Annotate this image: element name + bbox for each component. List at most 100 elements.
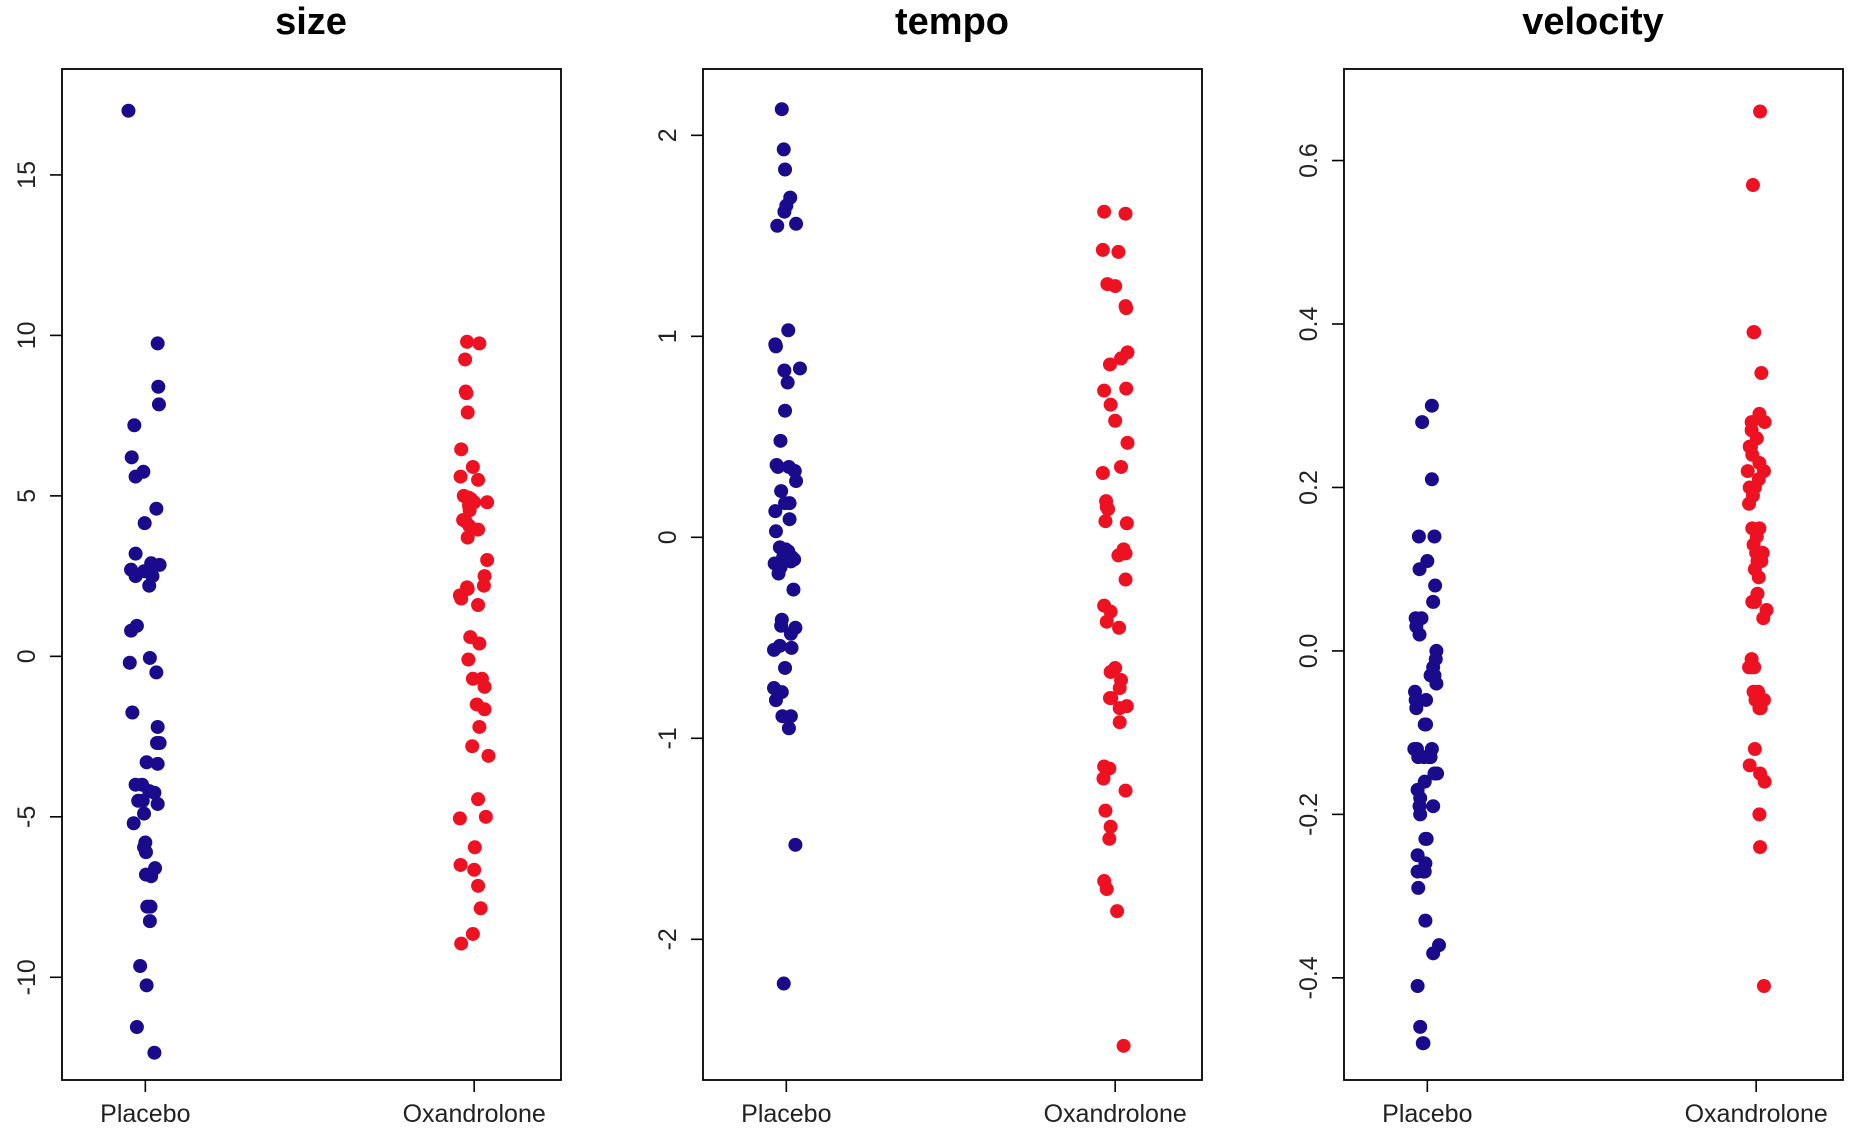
data-point-placebo — [777, 363, 792, 378]
data-point-oxandrolone — [1114, 459, 1129, 474]
data-point-placebo — [1410, 979, 1425, 994]
data-point-placebo — [150, 796, 165, 811]
data-point-oxandrolone — [471, 878, 486, 893]
data-point-oxandrolone — [473, 901, 488, 916]
data-point-placebo — [147, 785, 162, 800]
data-point-oxandrolone — [1754, 366, 1769, 381]
data-points — [767, 102, 1135, 1053]
data-point-oxandrolone — [467, 840, 482, 855]
data-point-placebo — [1426, 799, 1441, 814]
data-point-oxandrolone — [1120, 435, 1135, 450]
data-point-placebo — [1427, 529, 1442, 544]
data-point-placebo — [770, 459, 785, 474]
data-point-placebo — [781, 323, 796, 338]
data-point-placebo — [770, 218, 785, 233]
data-point-oxandrolone — [1103, 397, 1118, 412]
data-point-placebo — [1411, 880, 1426, 895]
y-tick-label: 0.4 — [1295, 307, 1323, 342]
data-point-placebo — [789, 216, 804, 231]
data-point-placebo — [126, 816, 141, 831]
data-point-placebo — [768, 339, 783, 354]
data-point-oxandrolone — [459, 386, 474, 401]
data-point-oxandrolone — [1108, 279, 1123, 294]
plot-area-frame — [1343, 68, 1844, 1081]
data-point-placebo — [783, 626, 798, 641]
data-point-oxandrolone — [471, 792, 486, 807]
data-point-oxandrolone — [1103, 664, 1118, 679]
data-point-oxandrolone — [1742, 758, 1757, 773]
data-point-placebo — [1423, 750, 1438, 765]
data-point-oxandrolone — [1753, 840, 1768, 855]
data-point-oxandrolone — [1118, 783, 1133, 798]
data-point-placebo — [767, 642, 782, 657]
data-point-placebo — [788, 837, 803, 852]
data-point-placebo — [1412, 562, 1427, 577]
data-point-placebo — [768, 693, 783, 708]
y-axis: -2 -1 0 1 2 — [654, 128, 703, 950]
data-point-placebo — [776, 976, 791, 991]
data-point-placebo — [128, 546, 143, 561]
data-point-placebo — [152, 557, 167, 572]
data-point-placebo — [786, 582, 801, 597]
data-point-oxandrolone — [460, 405, 475, 420]
data-point-oxandrolone — [472, 636, 487, 651]
x-tick-label: Placebo — [100, 1100, 190, 1128]
data-point-placebo — [152, 736, 167, 750]
data-point-oxandrolone — [471, 597, 486, 612]
data-point-oxandrolone — [1742, 496, 1757, 511]
data-points — [121, 103, 496, 1060]
data-point-oxandrolone — [471, 472, 486, 487]
data-point-placebo — [147, 1045, 162, 1060]
data-point-placebo — [1409, 701, 1424, 716]
data-point-oxandrolone — [460, 334, 475, 349]
y-tick-label: -0.2 — [1295, 793, 1323, 836]
y-tick-label: 10 — [13, 321, 41, 349]
x-axis: Placebo Oxandrolone — [1382, 1080, 1828, 1128]
data-point-placebo — [1417, 717, 1432, 732]
data-point-placebo — [778, 162, 793, 177]
data-point-oxandrolone — [477, 702, 492, 717]
data-point-oxandrolone — [1104, 691, 1119, 706]
data-point-placebo — [150, 336, 165, 351]
y-tick-label: 0 — [13, 649, 41, 663]
data-point-placebo — [774, 102, 789, 117]
data-point-placebo — [129, 1020, 144, 1035]
data-point-placebo — [780, 375, 795, 390]
data-point-placebo — [127, 418, 142, 433]
data-point-placebo — [1411, 529, 1426, 544]
data-point-placebo — [1426, 660, 1441, 675]
data-point-oxandrolone — [1116, 1038, 1131, 1053]
x-axis: Placebo Oxandrolone — [741, 1080, 1187, 1128]
data-point-oxandrolone — [454, 591, 469, 606]
data-point-oxandrolone — [1757, 774, 1772, 789]
data-point-oxandrolone — [453, 469, 468, 484]
data-point-oxandrolone — [1111, 548, 1126, 563]
y-tick-label: 15 — [13, 161, 41, 189]
data-point-placebo — [1429, 676, 1444, 691]
data-point-oxandrolone — [1102, 357, 1117, 372]
data-point-oxandrolone — [1095, 242, 1110, 257]
data-point-oxandrolone — [1747, 325, 1762, 340]
data-point-oxandrolone — [1118, 572, 1133, 587]
data-point-placebo — [1428, 578, 1443, 593]
y-tick-label: 2 — [654, 128, 682, 142]
data-point-placebo — [149, 665, 164, 680]
data-point-placebo — [776, 142, 791, 157]
data-point-placebo — [774, 618, 789, 633]
data-point-placebo — [1412, 627, 1427, 642]
data-point-placebo — [137, 806, 152, 821]
y-axis: -10 -5 0 5 10 15 — [13, 161, 62, 995]
x-tick-label: Oxandrolone — [403, 1100, 546, 1128]
y-tick-label: -1 — [654, 727, 682, 749]
data-point-placebo — [775, 709, 790, 724]
x-tick-label: Placebo — [1382, 1100, 1472, 1128]
data-point-oxandrolone — [1119, 301, 1134, 316]
data-point-oxandrolone — [1119, 381, 1134, 396]
data-point-oxandrolone — [1745, 178, 1760, 193]
data-point-placebo — [124, 450, 139, 465]
data-point-oxandrolone — [1742, 660, 1757, 675]
panel-title: velocity — [1522, 1, 1664, 43]
data-point-oxandrolone — [476, 578, 491, 593]
data-point-placebo — [121, 103, 136, 118]
